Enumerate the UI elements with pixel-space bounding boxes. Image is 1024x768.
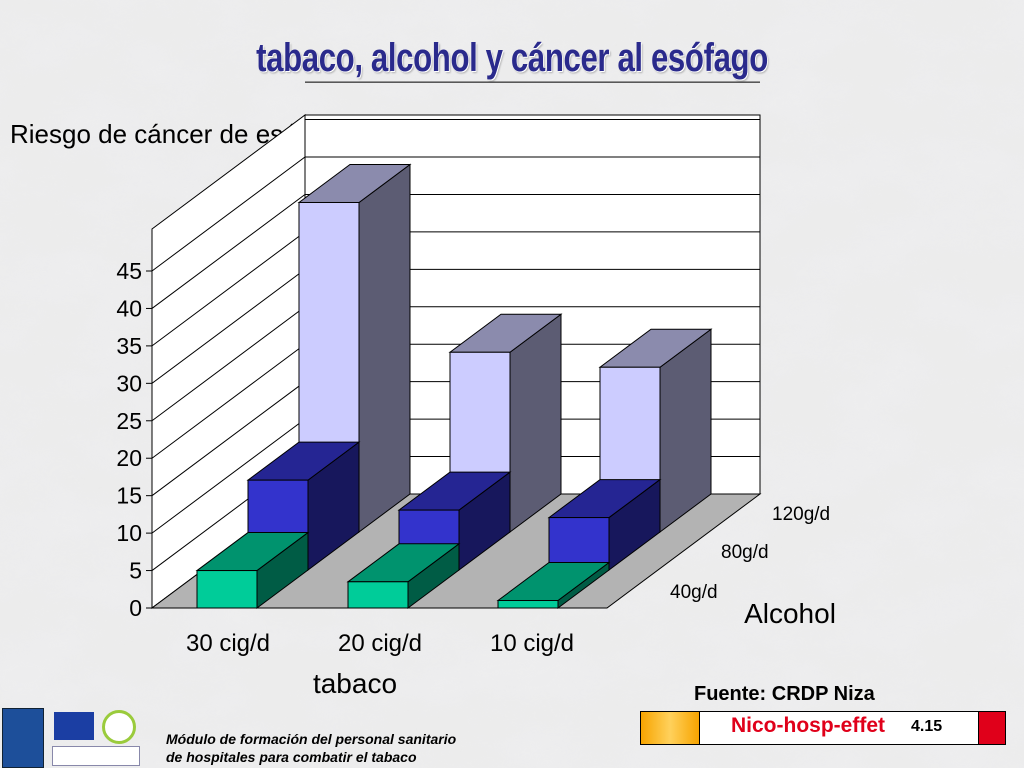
footer-caption: Módulo de formación del personal sanitar… — [166, 730, 456, 766]
x-category-label: 10 cig/d — [489, 630, 575, 657]
bar-front — [548, 517, 610, 571]
strip-red-block — [978, 712, 1005, 744]
y-tick-label: 20 — [116, 445, 142, 471]
depth-category-label: 80g/d — [721, 542, 769, 563]
strip-orange-block — [641, 712, 700, 744]
y-tick-label: 15 — [116, 483, 142, 509]
y-tick-label: 5 — [129, 558, 142, 584]
bar-front — [497, 600, 559, 609]
eu-flag-logo — [54, 712, 94, 740]
y-tick-label: 35 — [116, 333, 142, 359]
source-note: Fuente: CRDP Niza — [694, 683, 875, 705]
y-tick-label: 30 — [116, 370, 142, 396]
footer-strip: Nico-hosp-effet 4.15 — [640, 711, 1006, 745]
depth-axis-title: Alcohol — [744, 598, 836, 629]
depth-category-label: 120g/d — [772, 504, 831, 525]
y-tick-label: 10 — [116, 520, 142, 546]
bar-side — [358, 163, 411, 533]
swirl-logo — [102, 710, 136, 744]
bar-front — [196, 570, 258, 609]
footer-line: Módulo de formación del personal sanitar… — [166, 731, 457, 747]
strip-label: Nico-hosp-effet — [731, 714, 885, 737]
y-tick-label: 45 — [116, 258, 142, 284]
x-axis-title: tabaco — [312, 668, 398, 699]
footer-line: de hospitales para combatir el tabaco — [166, 749, 417, 765]
slide-title: tabaco, alcohol y cáncer al esófago — [256, 36, 768, 80]
y-tick-label: 40 — [116, 295, 142, 321]
x-category-label: 30 cig/d — [185, 630, 271, 657]
y-tick-label: 25 — [116, 408, 142, 434]
bar-front — [347, 581, 409, 609]
gridline — [151, 193, 760, 309]
x-category-label: 20 cig/d — [337, 630, 423, 657]
depth-category-label: 40g/d — [670, 582, 718, 603]
gridline — [151, 156, 760, 272]
hospital-logo — [2, 708, 44, 768]
slide-number: 4.15 — [911, 718, 943, 735]
y-tick-label: 0 — [129, 595, 142, 621]
assistance-publique-logo — [52, 746, 140, 766]
